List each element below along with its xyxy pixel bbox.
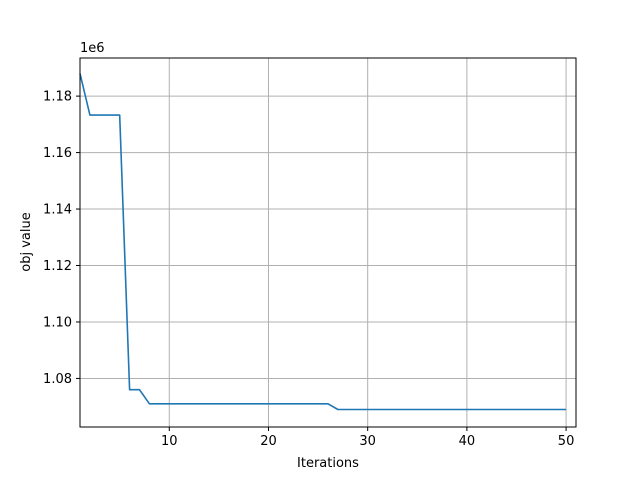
y-tick-label: 1.12 (43, 259, 72, 274)
y-tick-label: 1.10 (43, 315, 72, 330)
series-layer (79, 73, 567, 411)
x-tick-label: 20 (260, 434, 277, 449)
x-axis-label: Iterations (297, 456, 359, 471)
y-axis-label: obj value (19, 212, 34, 271)
grid (80, 58, 576, 427)
plot-frame (79, 57, 577, 428)
x-tick-label: 10 (161, 434, 178, 449)
y-tick-label: 1.18 (43, 90, 72, 105)
ticks: 10 20 30 40 50 1.08 1.10 1.12 1.14 1.16 1.18 (43, 90, 574, 449)
x-tick-label: 30 (359, 434, 376, 449)
x-tick-label: 40 (459, 434, 476, 449)
y-offset-label: 1e6 (80, 41, 105, 56)
series-line (79, 73, 567, 411)
x-tick-label: 50 (558, 434, 575, 449)
y-tick-label: 1.16 (43, 146, 72, 161)
y-tick-label: 1.08 (43, 372, 72, 387)
y-tick-label: 1.14 (43, 203, 72, 218)
